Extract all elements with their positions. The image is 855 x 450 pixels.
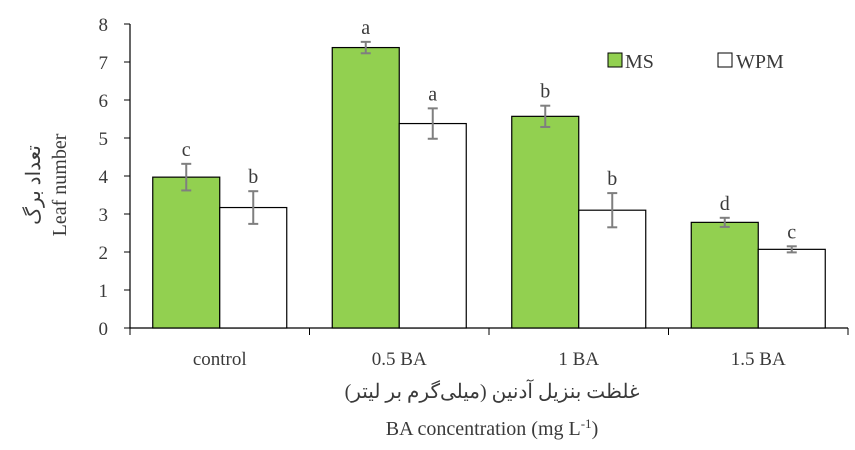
x-axis-title-en-main: BA concentration (mg L [386, 418, 581, 440]
legend: MS WPM [607, 51, 784, 73]
y-axis-title-en: Leaf number [49, 133, 71, 236]
bar-wpm [219, 206, 288, 329]
significance-label: b [248, 166, 258, 188]
bar-ms [690, 221, 759, 329]
bars [152, 46, 826, 329]
y-tick-label: 0 [99, 319, 109, 340]
legend-swatch-wpm [717, 52, 733, 68]
y-tick-label: 4 [99, 167, 109, 188]
bar-ms [331, 46, 400, 329]
bar-ms [152, 176, 221, 329]
significance-label: b [607, 168, 617, 190]
y-tick-label: 1 [99, 281, 109, 302]
x-tick-label: 1 BA [558, 349, 599, 370]
legend-label-wpm: WPM [736, 51, 784, 73]
significance-label: c [182, 139, 191, 161]
x-axis-title-en: BA concentration (mg L-1) [386, 416, 598, 441]
y-tick-label: 3 [99, 205, 109, 226]
legend-swatch-ms [607, 52, 623, 68]
legend-label-ms: MS [625, 51, 654, 73]
x-axis-title-en-close: ) [592, 418, 599, 440]
significance-label: a [361, 17, 370, 39]
y-tick-label: 5 [99, 129, 109, 150]
significance-label: d [720, 193, 730, 215]
x-tick-label: control [193, 349, 247, 370]
y-axis-title-fa: تعداد برگ [22, 145, 45, 225]
y-axis-title: تعداد برگ Leaf number [22, 133, 71, 236]
significance-labels: c a b d b a b c [182, 17, 797, 243]
y-axis: 0 1 2 3 4 5 6 7 8 [99, 15, 131, 340]
y-tick-label: 2 [99, 243, 109, 264]
x-tick-label: 1.5 BA [731, 349, 786, 370]
y-tick-label: 7 [99, 53, 109, 74]
significance-label: b [540, 81, 550, 103]
significance-label: a [428, 83, 437, 105]
y-tick-label: 6 [99, 91, 109, 112]
bar-wpm [398, 122, 467, 329]
x-axis: control 0.5 BA 1 BA 1.5 BA [129, 327, 849, 370]
significance-label: c [787, 221, 796, 243]
x-axis-title-fa: غلظت بنزیل آدنین (میلی‌گرم بر لیتر) [345, 379, 640, 403]
bar-ms [511, 115, 580, 329]
x-axis-title-en-superscript: -1 [581, 416, 592, 431]
x-tick-label: 0.5 BA [372, 349, 427, 370]
bar-wpm [757, 248, 826, 329]
y-tick-label: 8 [99, 15, 109, 36]
error-bars [181, 40, 797, 254]
